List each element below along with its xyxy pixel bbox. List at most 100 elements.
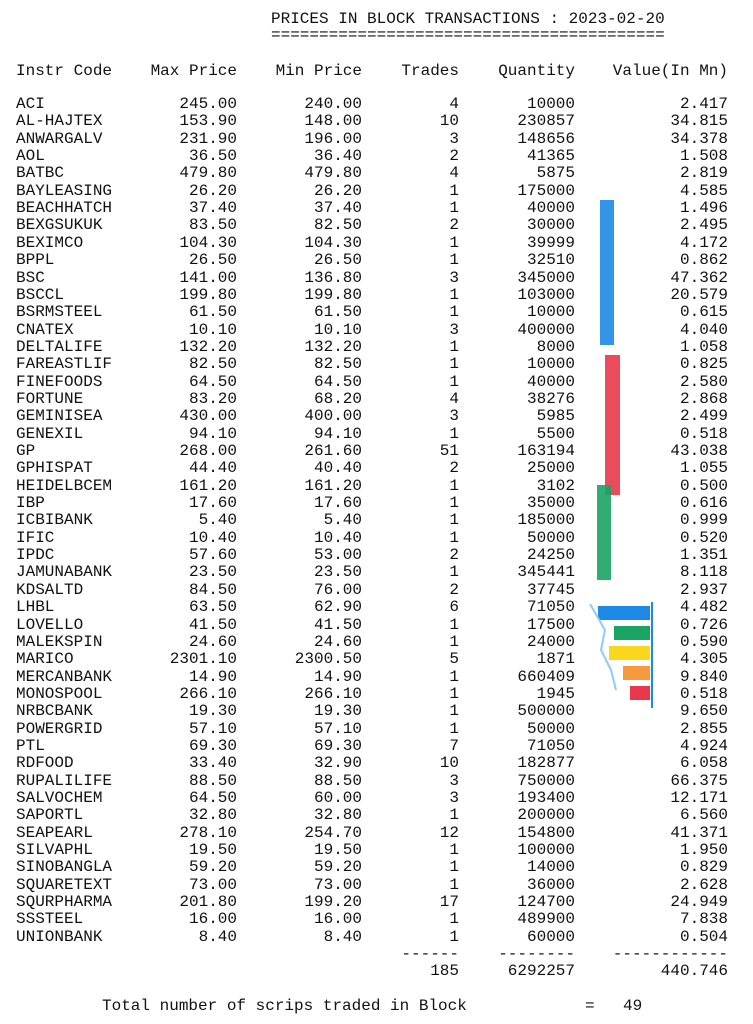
cell-min-price: 196.00 <box>304 129 362 148</box>
cell-instr-code: FINEFOODS <box>16 372 103 391</box>
cell-min-price: 16.00 <box>313 910 362 929</box>
cell-max-price: 26.20 <box>188 181 237 200</box>
cell-instr-code: IPDC <box>16 546 55 565</box>
cell-min-price: 82.50 <box>313 216 362 235</box>
table-row: BSCCL 199.80 199.80 1 103000 20.579 <box>0 285 728 304</box>
cell-min-price: 36.40 <box>313 147 362 166</box>
cell-instr-code: SALVOCHEM <box>16 789 103 807</box>
cell-max-price: 94.10 <box>188 424 237 443</box>
cell-instr-code: GPHISPAT <box>16 459 93 478</box>
cell-quantity: 400000 <box>517 320 575 339</box>
table-row: IBP 17.60 17.60 1 35000 0.616 <box>0 494 728 513</box>
cell-quantity: 5500 <box>536 424 575 443</box>
cell-max-price: 278.10 <box>179 823 237 842</box>
cell-quantity: 345000 <box>517 268 575 287</box>
table-row: JAMUNABANK 23.50 23.50 1 345441 8.118 <box>0 563 728 582</box>
cell-value: 8.118 <box>679 563 728 582</box>
quantity-dashes: -------- <box>498 945 575 963</box>
cell-quantity: 154800 <box>517 823 575 842</box>
table-row: SALVOCHEM 64.50 60.00 3 193400 12.171 <box>0 789 728 807</box>
table-row: KDSALTD 84.50 76.00 2 37745 2.937 <box>0 580 728 599</box>
cell-value: 12.171 <box>670 789 728 807</box>
cell-quantity: 10000 <box>526 355 575 374</box>
cell-instr-code: ANWARGALV <box>16 129 103 148</box>
cell-max-price: 153.90 <box>179 112 237 131</box>
cell-instr-code: UNIONBANK <box>16 927 103 946</box>
cell-trades: 1 <box>449 719 459 738</box>
cell-instr-code: MONOSPOOL <box>16 684 103 703</box>
cell-trades: 1 <box>449 511 459 530</box>
cell-value: 0.726 <box>679 615 728 634</box>
cell-quantity: 100000 <box>517 841 575 860</box>
cell-max-price: 479.80 <box>179 164 237 183</box>
cell-max-price: 132.20 <box>179 337 237 356</box>
cell-trades: 1 <box>449 181 459 200</box>
cell-max-price: 199.80 <box>179 285 237 304</box>
cell-max-price: 430.00 <box>179 407 237 426</box>
cell-max-price: 61.50 <box>188 303 237 322</box>
cell-trades: 1 <box>449 702 459 721</box>
cell-max-price: 10.10 <box>188 320 237 339</box>
cell-trades: 1 <box>449 910 459 929</box>
cell-trades: 1 <box>449 285 459 304</box>
cell-quantity: 14000 <box>526 858 575 877</box>
cell-max-price: 64.50 <box>188 372 237 391</box>
cell-min-price: 57.10 <box>313 719 362 738</box>
cell-trades: 4 <box>449 164 459 183</box>
cell-value: 4.305 <box>679 650 728 669</box>
table-row: FINEFOODS 64.50 64.50 1 40000 2.580 <box>0 372 728 391</box>
table-row: GEMINISEA 430.00 400.00 3 5985 2.499 <box>0 407 728 426</box>
cell-value: 2.819 <box>679 164 728 183</box>
cell-trades: 1 <box>449 355 459 374</box>
cell-instr-code: AL-HAJTEX <box>16 112 103 131</box>
cell-quantity: 8000 <box>536 337 575 356</box>
cell-value: 7.838 <box>679 910 728 929</box>
cell-instr-code: AOL <box>16 147 45 166</box>
table-row: SQURPHARMA 201.80 199.20 17 124700 24.949 <box>0 893 728 912</box>
table-row: ICBIBANK 5.40 5.40 1 185000 0.999 <box>0 511 728 530</box>
cell-trades: 1 <box>449 476 459 495</box>
cell-min-price: 266.10 <box>304 684 362 703</box>
cell-value: 66.375 <box>670 771 728 790</box>
cell-max-price: 231.90 <box>179 129 237 148</box>
header-instr-code: Instr Code <box>16 62 113 80</box>
cell-max-price: 26.50 <box>188 251 237 270</box>
cell-min-price: 73.00 <box>313 875 362 894</box>
cell-quantity: 124700 <box>517 893 575 912</box>
cell-max-price: 17.60 <box>188 494 237 513</box>
cell-quantity: 10000 <box>526 303 575 322</box>
table-row: LHBL 63.50 62.90 6 71050 4.482 <box>0 598 728 616</box>
cell-value: 34.378 <box>670 129 728 148</box>
cell-max-price: 84.50 <box>188 580 237 599</box>
cell-instr-code: IFIC <box>16 528 55 547</box>
table-row: SEAPEARL 278.10 254.70 12 154800 41.371 <box>0 823 728 842</box>
cell-value: 1.058 <box>679 337 728 356</box>
title-underline: ========================================… <box>271 26 665 44</box>
header-trades: Trades <box>401 62 459 80</box>
cell-min-price: 60.00 <box>313 789 362 807</box>
cell-quantity: 489900 <box>517 910 575 929</box>
cell-trades: 10 <box>439 754 459 773</box>
cell-instr-code: BAYLEASING <box>16 181 113 200</box>
table-row: HEIDELBCEM 161.20 161.20 1 3102 0.500 <box>0 476 728 495</box>
cell-instr-code: SQUARETEXT <box>16 875 113 894</box>
cell-instr-code: BEACHHATCH <box>16 199 113 218</box>
cell-quantity: 37745 <box>526 580 575 599</box>
cell-max-price: 82.50 <box>188 355 237 374</box>
table-row: RDFOOD 33.40 32.90 10 182877 6.058 <box>0 754 728 773</box>
cell-min-price: 41.50 <box>313 615 362 634</box>
table-row: SSSTEEL 16.00 16.00 1 489900 7.838 <box>0 910 728 929</box>
cell-value: 2.499 <box>679 407 728 426</box>
table-row: BAYLEASING 26.20 26.20 1 175000 4.585 <box>0 181 728 200</box>
cell-max-price: 64.50 <box>188 789 237 807</box>
cell-trades: 3 <box>449 771 459 790</box>
cell-trades: 1 <box>449 199 459 218</box>
cell-min-price: 400.00 <box>304 407 362 426</box>
cell-value: 24.949 <box>670 893 728 912</box>
cell-instr-code: LOVELLO <box>16 615 84 634</box>
cell-max-price: 5.40 <box>198 511 237 530</box>
cell-instr-code: MARICO <box>16 650 74 669</box>
cell-max-price: 83.50 <box>188 216 237 235</box>
cell-quantity: 50000 <box>526 528 575 547</box>
cell-max-price: 14.90 <box>188 667 237 686</box>
